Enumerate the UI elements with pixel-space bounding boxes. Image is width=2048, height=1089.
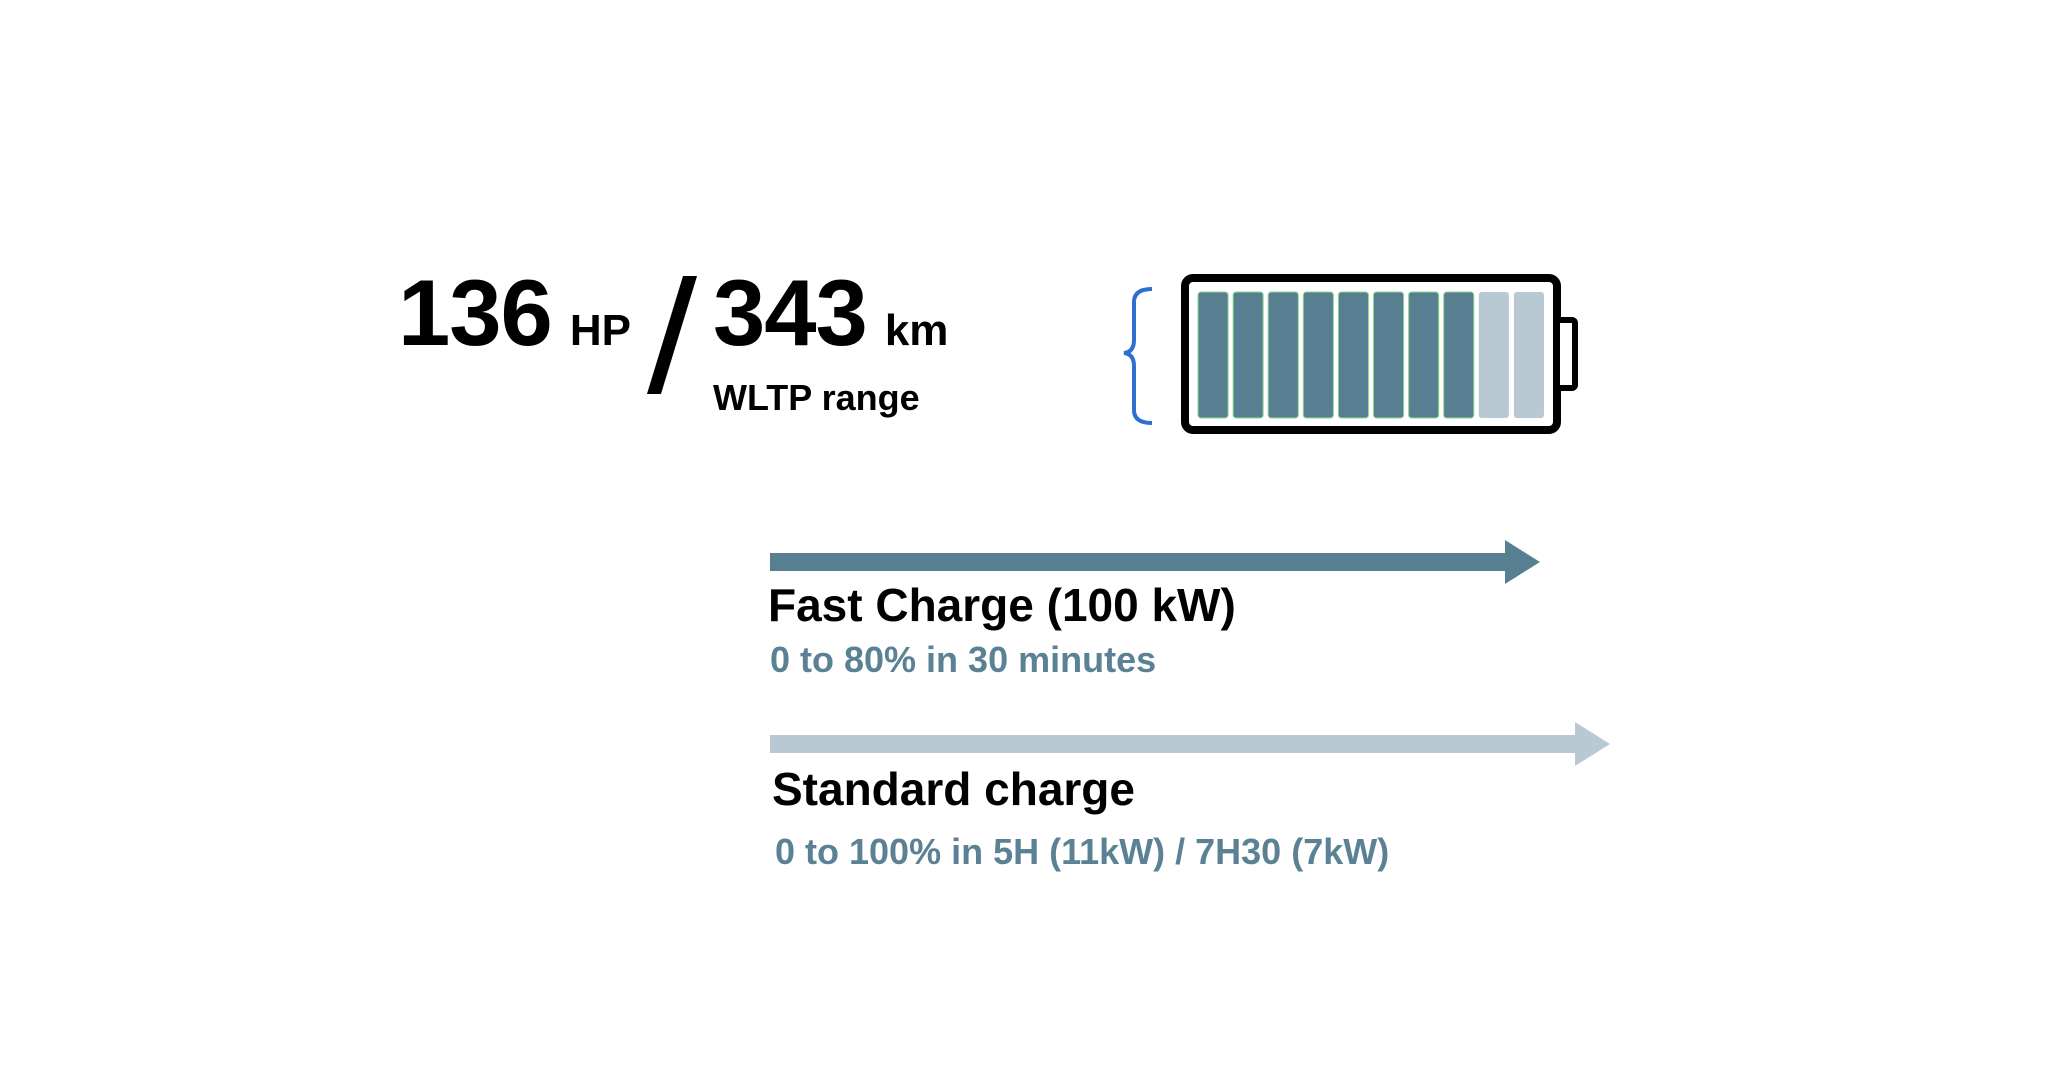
separator-slash <box>646 276 698 394</box>
standard-charge-title: Standard charge <box>772 763 1135 815</box>
battery-terminal <box>1554 317 1578 391</box>
battery-cell-filled <box>1197 291 1229 419</box>
fast-charge-title: Fast Charge (100 kW) <box>768 579 1236 631</box>
range-value: 343 <box>712 260 868 365</box>
bracket-icon <box>1123 287 1153 425</box>
power-unit: HP <box>569 306 631 355</box>
range-unit: km <box>884 306 949 355</box>
power-group: 136 HP <box>398 266 631 360</box>
battery-cell-empty <box>1513 292 1544 418</box>
standard-charge-description: 0 to 100% in 5H (11kW) / 7H30 (7kW) <box>775 831 1390 872</box>
fast-charge-arrow <box>770 540 1540 584</box>
headline-specs: 136 HP 343 km WLTP range <box>398 266 948 416</box>
standard-charge-arrow <box>770 722 1610 766</box>
power-value: 136 <box>398 260 553 365</box>
battery-cell-empty <box>1478 292 1509 418</box>
battery-cell-filled <box>1373 291 1405 419</box>
battery-cell-filled <box>1443 291 1475 419</box>
fast-charge-description: 0 to 80% in 30 minutes <box>770 639 1157 680</box>
battery-cell-filled <box>1232 291 1264 419</box>
battery-cell-filled <box>1408 291 1440 419</box>
range-label: WLTP range <box>712 377 920 418</box>
battery-cell-filled <box>1267 291 1299 419</box>
range-group: 343 km WLTP range <box>713 266 948 416</box>
battery-icon <box>1123 274 1578 434</box>
battery-cell-filled <box>1337 291 1369 419</box>
battery-cell-filled <box>1302 291 1334 419</box>
